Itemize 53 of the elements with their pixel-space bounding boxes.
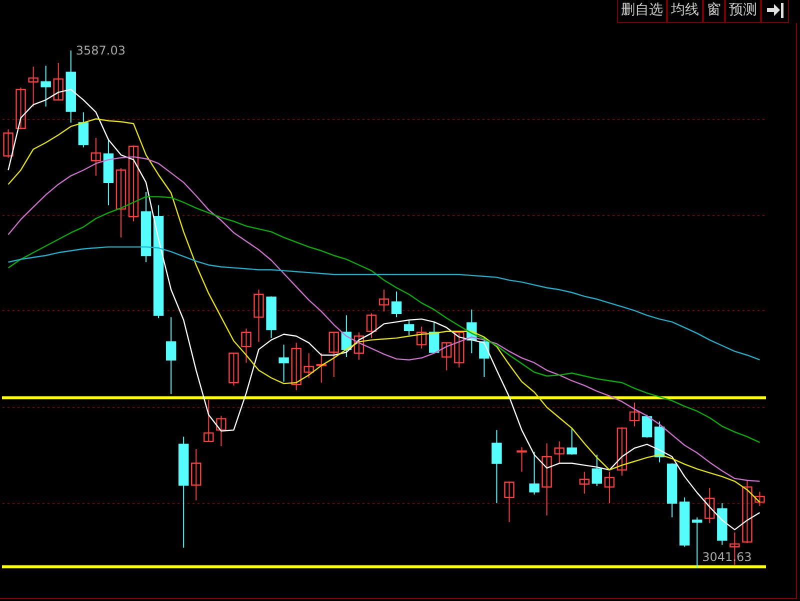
candlestick <box>304 352 314 378</box>
candlestick <box>216 415 226 447</box>
candlestick <box>542 442 552 516</box>
candlestick <box>479 336 490 378</box>
text: 预测 <box>725 0 761 23</box>
candlestick <box>53 62 64 100</box>
candlestick <box>254 289 264 342</box>
candlestick <box>566 428 577 456</box>
candlestick <box>629 402 640 427</box>
candlestick <box>204 399 214 442</box>
candlestick <box>241 328 252 364</box>
candlestick <box>754 491 765 506</box>
text: 均线 <box>667 0 703 23</box>
candlestick <box>28 66 38 108</box>
text: 删自选 <box>617 0 667 23</box>
candlestick <box>554 440 564 464</box>
candlestick <box>492 430 502 504</box>
candlestick <box>166 316 176 395</box>
candlestick <box>228 352 239 386</box>
candlestick <box>516 446 527 472</box>
candlestick <box>454 330 464 368</box>
candlestick <box>128 144 139 222</box>
candlestick <box>579 471 590 494</box>
candlestick <box>642 414 652 438</box>
candlestick <box>416 326 427 349</box>
candlestick <box>428 321 440 354</box>
candlestick <box>90 137 102 176</box>
candlestick <box>616 426 628 476</box>
candlestick <box>704 487 715 524</box>
candlestick <box>442 342 452 371</box>
candlestick <box>354 332 364 360</box>
candlestick <box>291 342 302 391</box>
candlestick <box>504 482 514 523</box>
text: 窗 <box>703 0 725 23</box>
candlestick <box>191 448 202 501</box>
candlestick <box>278 344 289 382</box>
candlestick <box>378 289 390 312</box>
candlestick <box>78 112 89 148</box>
candlestick <box>592 454 602 487</box>
candlestick <box>742 480 752 544</box>
candlestick <box>692 516 702 568</box>
candlestick <box>529 451 540 496</box>
candlestick <box>404 320 414 336</box>
candlestick <box>328 332 340 378</box>
candlestick <box>3 128 14 158</box>
candlestick <box>604 471 615 504</box>
candlestick <box>366 312 377 339</box>
annotation: 3587.03 <box>76 44 126 58</box>
candlestick <box>391 291 402 318</box>
candlestick <box>316 352 326 384</box>
candlestick <box>40 65 51 108</box>
candlestick <box>16 87 26 130</box>
candlestick <box>116 168 126 238</box>
